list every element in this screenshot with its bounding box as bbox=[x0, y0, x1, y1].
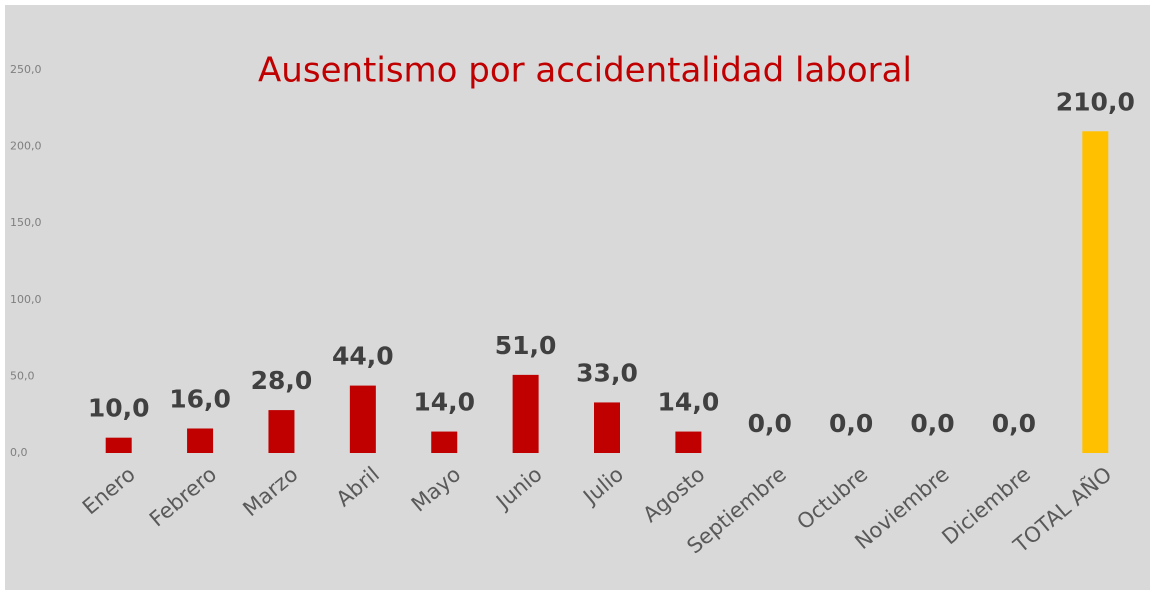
value-label: 14,0 bbox=[658, 388, 720, 417]
chart-title: Ausentismo por accidentalidad laboral bbox=[258, 51, 912, 91]
value-label: 14,0 bbox=[413, 388, 475, 417]
y-tick-label: 250,0 bbox=[10, 63, 42, 76]
value-label: 51,0 bbox=[495, 331, 557, 360]
bar bbox=[187, 428, 214, 453]
value-label: 210,0 bbox=[1056, 87, 1135, 116]
bar bbox=[105, 437, 132, 453]
bar bbox=[512, 374, 539, 453]
value-label: 44,0 bbox=[332, 342, 394, 371]
value-label: 0,0 bbox=[748, 409, 792, 438]
value-label: 0,0 bbox=[829, 409, 873, 438]
y-tick-label: 50,0 bbox=[10, 369, 35, 382]
y-tick-label: 200,0 bbox=[10, 140, 42, 153]
bar bbox=[349, 385, 376, 453]
bar bbox=[1082, 131, 1109, 453]
bar bbox=[675, 431, 702, 453]
value-label: 10,0 bbox=[88, 394, 150, 423]
chart-background bbox=[5, 5, 1150, 590]
value-label: 0,0 bbox=[992, 409, 1036, 438]
y-tick-label: 150,0 bbox=[10, 216, 42, 229]
value-label: 33,0 bbox=[576, 358, 638, 387]
value-label: 0,0 bbox=[910, 409, 954, 438]
bar bbox=[594, 402, 620, 453]
value-label: 28,0 bbox=[251, 366, 313, 395]
bar bbox=[268, 410, 295, 453]
bar bbox=[431, 431, 458, 453]
y-tick-label: 100,0 bbox=[10, 293, 42, 306]
y-tick-label: 0,0 bbox=[10, 446, 28, 459]
value-label: 16,0 bbox=[169, 384, 231, 413]
